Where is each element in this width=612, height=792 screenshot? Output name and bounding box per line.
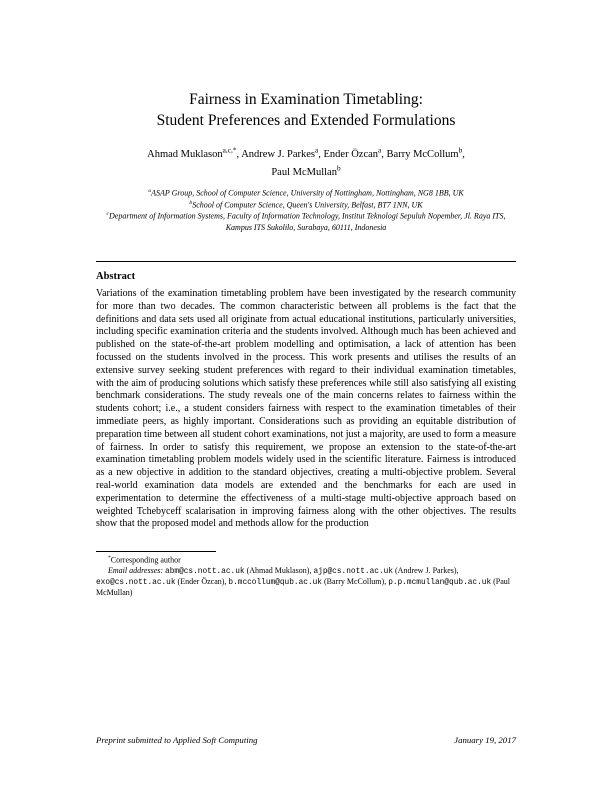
title-line-2: Student Preferences and Extended Formula… — [157, 112, 456, 129]
footnotes-block: *Corresponding author Email addresses: a… — [96, 555, 516, 599]
affiliation-b: bSchool of Computer Science, Queen's Uni… — [96, 200, 516, 211]
abstract-rule — [96, 261, 516, 262]
affiliation-c: cDepartment of Information Systems, Facu… — [96, 211, 516, 233]
footnote-emails: Email addresses: abm@cs.nott.ac.uk (Ahma… — [96, 566, 516, 599]
affiliation-a: aASAP Group, School of Computer Science,… — [96, 188, 516, 199]
authors-block: Ahmad Muklasona,c,*, Andrew J. Parkesa, … — [96, 146, 516, 180]
footnote-rule — [96, 551, 216, 552]
footer-right: January 19, 2017 — [454, 735, 516, 746]
footnote-corresponding: *Corresponding author — [96, 555, 516, 566]
page-footer: Preprint submitted to Applied Soft Compu… — [96, 735, 516, 746]
footer-left: Preprint submitted to Applied Soft Compu… — [96, 735, 258, 746]
affiliations-block: aASAP Group, School of Computer Science,… — [96, 188, 516, 233]
abstract-body: Variations of the examination timetablin… — [96, 288, 516, 531]
authors-line-1: Ahmad Muklasona,c,*, Andrew J. Parkesa, … — [147, 149, 465, 160]
abstract-heading: Abstract — [96, 270, 516, 284]
authors-line-2: Paul McMullanb — [271, 167, 340, 178]
title-line-1: Fairness in Examination Timetabling: — [189, 91, 423, 108]
paper-title: Fairness in Examination Timetabling: Stu… — [96, 90, 516, 132]
